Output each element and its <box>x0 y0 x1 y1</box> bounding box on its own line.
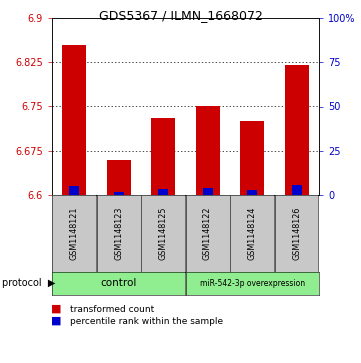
Bar <box>203 188 213 195</box>
Bar <box>114 192 124 195</box>
Bar <box>158 189 168 195</box>
Bar <box>151 118 175 195</box>
Text: miR-542-3p overexpression: miR-542-3p overexpression <box>200 279 305 288</box>
Text: GSM1148126: GSM1148126 <box>292 207 301 260</box>
Bar <box>196 106 220 195</box>
Bar <box>62 45 87 195</box>
Text: control: control <box>100 278 137 289</box>
Text: ■: ■ <box>51 316 61 326</box>
Text: percentile rank within the sample: percentile rank within the sample <box>70 317 223 326</box>
Text: GSM1148124: GSM1148124 <box>248 207 257 260</box>
Text: GDS5367 / ILMN_1668072: GDS5367 / ILMN_1668072 <box>99 9 262 22</box>
Text: transformed count: transformed count <box>70 305 155 314</box>
Bar <box>106 160 131 195</box>
Bar <box>284 65 309 195</box>
Text: GSM1148122: GSM1148122 <box>203 207 212 260</box>
Bar <box>247 190 257 195</box>
Text: protocol  ▶: protocol ▶ <box>2 278 55 289</box>
Text: GSM1148125: GSM1148125 <box>158 207 168 260</box>
Bar <box>69 186 79 195</box>
Text: ■: ■ <box>51 304 61 314</box>
Bar <box>292 185 302 195</box>
Text: GSM1148123: GSM1148123 <box>114 207 123 260</box>
Text: GSM1148121: GSM1148121 <box>70 207 78 260</box>
Bar <box>240 121 265 195</box>
